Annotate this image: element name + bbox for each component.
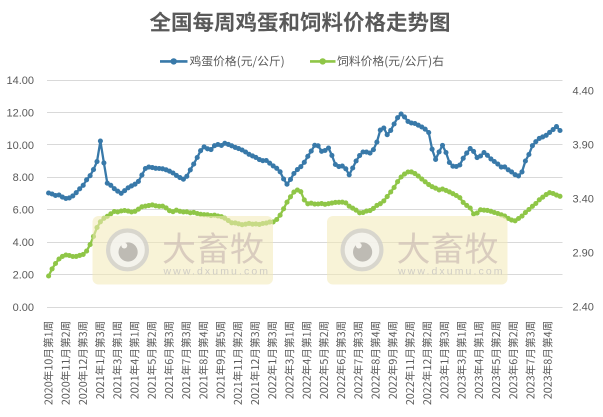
svg-text:4.00: 4.00 bbox=[13, 237, 34, 249]
svg-text:2.00: 2.00 bbox=[13, 269, 34, 281]
svg-text:www.dxumu.com: www.dxumu.com bbox=[163, 266, 271, 278]
svg-text:www.dxumu.com: www.dxumu.com bbox=[397, 266, 505, 278]
svg-text:3.90: 3.90 bbox=[573, 139, 594, 151]
svg-text:12.00: 12.00 bbox=[6, 107, 34, 119]
svg-text:6.00: 6.00 bbox=[13, 205, 34, 217]
svg-text:8.00: 8.00 bbox=[13, 172, 34, 184]
svg-text:3.40: 3.40 bbox=[573, 194, 594, 206]
svg-text:14.00: 14.00 bbox=[6, 75, 34, 87]
svg-text:4.40: 4.40 bbox=[573, 85, 594, 97]
svg-text:2.40: 2.40 bbox=[573, 302, 594, 314]
svg-text:0.00: 0.00 bbox=[13, 302, 34, 314]
svg-text:2.90: 2.90 bbox=[573, 248, 594, 260]
svg-text:10.00: 10.00 bbox=[6, 140, 34, 152]
